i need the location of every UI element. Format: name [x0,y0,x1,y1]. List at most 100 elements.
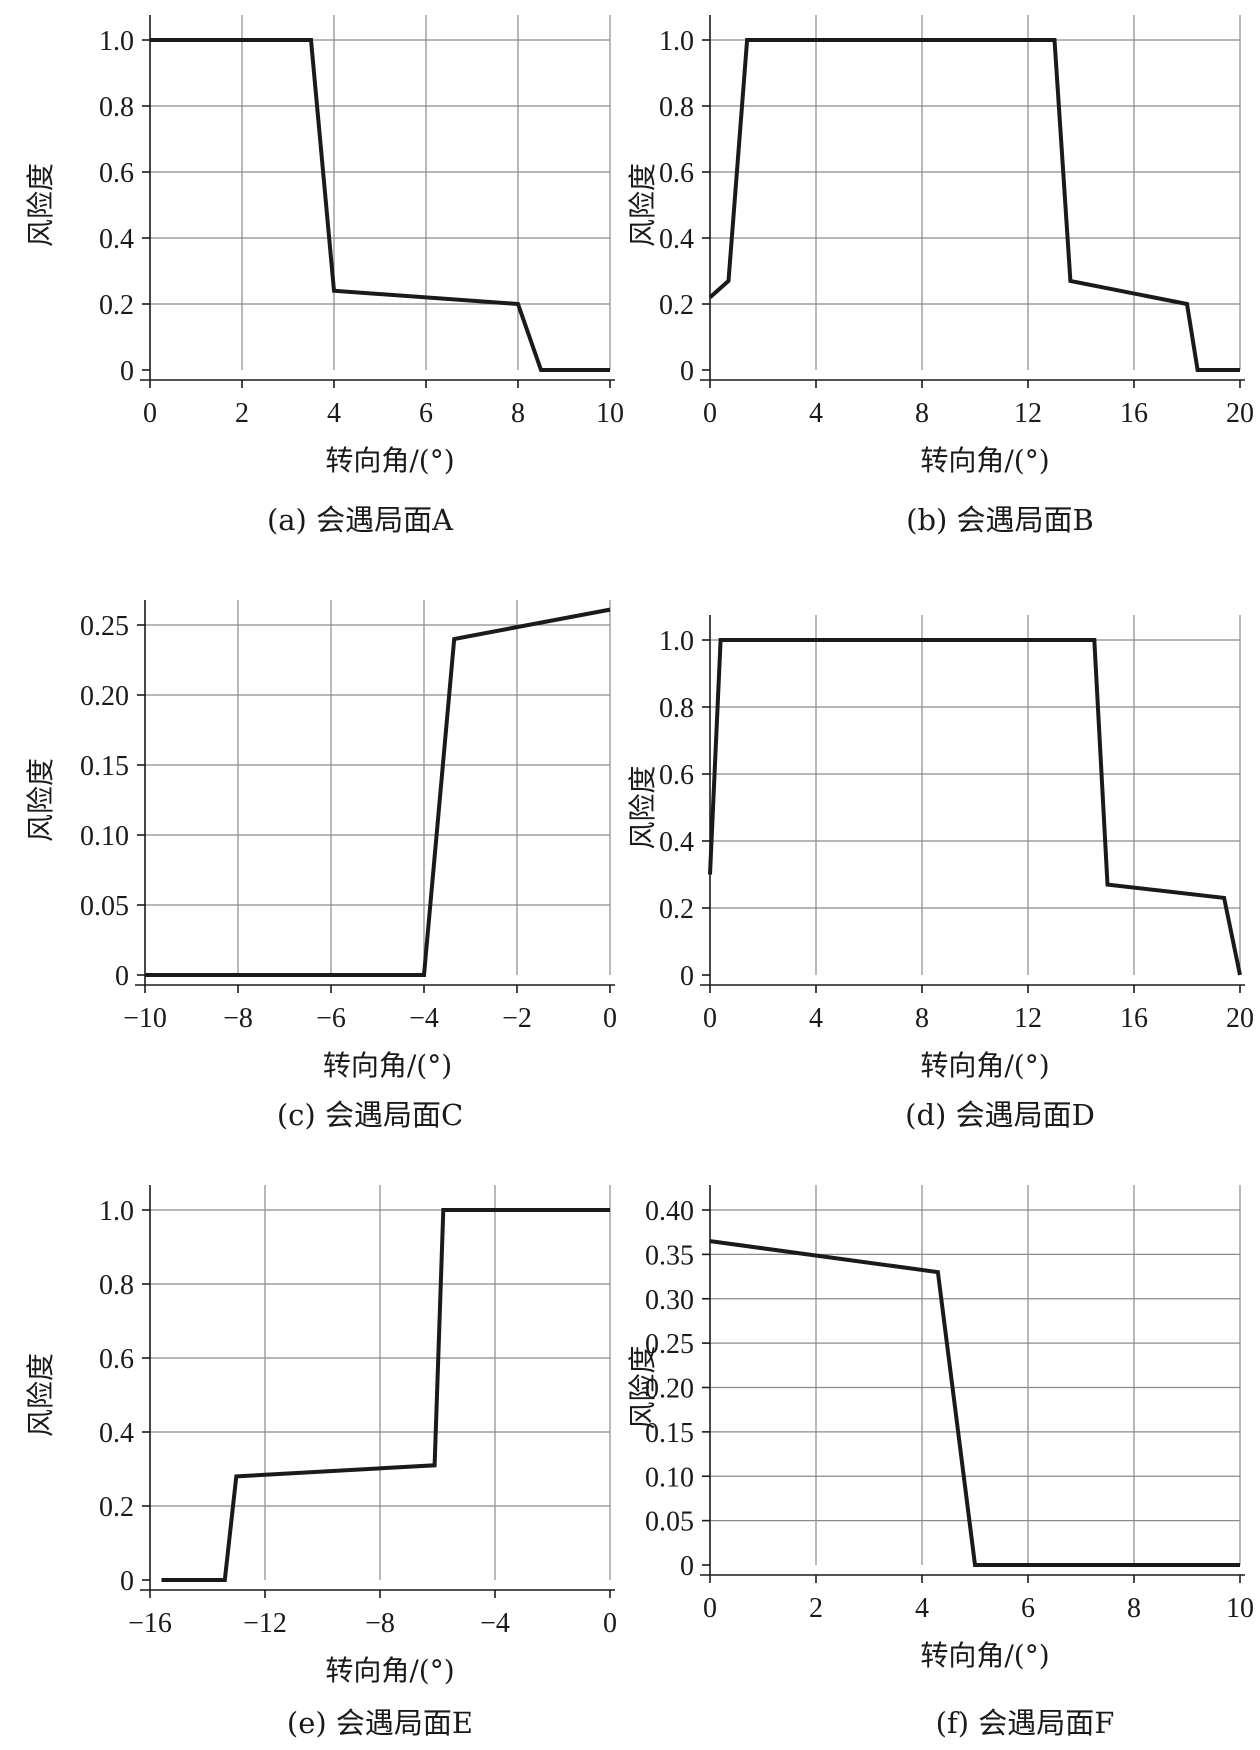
chart-e-xtick-label-3: −4 [480,1608,510,1639]
chart-b-series-line-0 [708,38,1240,372]
chart-f-ytick-label-4: 0.20 [645,1374,694,1405]
chart-a-xtick-label-0: 0 [143,398,157,429]
chart-b-caption: (b) 会遇局面B [906,503,1094,537]
chart-b-xtick-label-3: 12 [1014,398,1042,429]
chart-b-ytick-label-5: 1.0 [659,26,694,57]
chart-c-ytick-label-3: 0.15 [80,751,129,782]
chart-d-svg: (d) 会遇局面D 0 0.2 0.4 0.6 0.8 1.0 0 4 8 12 16 20 转向角/(… [626,615,1254,1132]
chart-a-xlabel: 转向角/(°) [325,444,454,477]
chart-f-ytick-label-0: 0 [680,1551,694,1582]
chart-d-xtick-label-0: 0 [703,1003,717,1034]
chart-a-ytick-label-0: 0 [120,356,134,387]
chart-a-ytick-label-1: 0.2 [99,290,134,321]
chart-c-xtick-label-5: 0 [603,1003,617,1034]
chart-c-ytick-label-5: 0.25 [80,611,129,642]
chart-d-xtick-label-3: 12 [1014,1003,1042,1034]
chart-f-xlabel: 转向角/(°) [920,1639,1049,1672]
chart-b-ytick-label-3: 0.6 [659,158,694,189]
chart-b-ylabel: 风险度 [626,163,659,247]
chart-d-ylabel: 风险度 [626,765,659,849]
chart-a-svg: (a) 会遇局面A 0 0.2 0.4 0.6 0.8 1.0 0 2 4 6 8 10 转向角/(°)… [24,15,624,537]
chart-f-ytick-label-2: 0.10 [645,1462,694,1493]
chart-f-xtick-label-2: 4 [915,1593,929,1624]
chart-e-ytick-label-0: 0 [120,1566,134,1597]
chart-c-xtick-label-1: −8 [223,1003,253,1034]
chart-e-xlabel: 转向角/(°) [325,1654,454,1687]
chart-b-xtick-label-5: 20 [1226,398,1254,429]
chart-c-ytick-label-2: 0.10 [80,821,129,852]
chart-d-ytick-label-5: 1.0 [659,626,694,657]
chart-panel-c: (c) 会遇局面C 0 0.05 0.10 0.15 0.20 0.25 −10 −8 −6 −4… [0,590,630,1150]
chart-e-xtick-label-0: −16 [128,1608,172,1639]
chart-e-xtick-label-2: −8 [365,1608,395,1639]
chart-panel-d: (d) 会遇局面D 0 0.2 0.4 0.6 0.8 1.0 0 4 8 12 16 20 转向角/(… [626,590,1260,1150]
chart-c-xtick-label-0: −10 [123,1003,167,1034]
chart-f-ytick-label-6: 0.30 [645,1285,694,1316]
chart-e-ytick-label-5: 1.0 [99,1196,134,1227]
chart-panel-a: (a) 会遇局面A 0 0.2 0.4 0.6 0.8 1.0 0 2 4 6 8 10 转向角/(°)… [0,0,630,560]
chart-d-xtick-label-5: 20 [1226,1003,1254,1034]
chart-f-ytick-label-1: 0.05 [645,1507,694,1538]
chart-c-caption: (c) 会遇局面C [277,1098,463,1132]
chart-panel-f: (f) 会遇局面F 0 0.05 0.10 0.15 0.20 0.25 0.30 0.35 0… [626,1185,1260,1750]
chart-e-xtick-label-1: −12 [243,1608,287,1639]
chart-c-svg: (c) 会遇局面C 0 0.05 0.10 0.15 0.20 0.25 −10 −8 −6 −4… [24,600,617,1132]
chart-d-series-line-0 [708,638,1242,976]
chart-a-caption: (a) 会遇局面A [267,503,454,537]
chart-a-xtick-label-4: 8 [511,398,525,429]
chart-f-ylabel: 风险度 [626,1345,659,1429]
chart-f-xtick-label-1: 2 [809,1593,823,1624]
chart-f-ytick-label-3: 0.15 [645,1418,694,1449]
chart-d-xtick-label-1: 4 [809,1003,823,1034]
chart-f-xtick-label-5: 10 [1226,1593,1254,1624]
chart-c-xlabel: 转向角/(°) [323,1049,452,1082]
chart-b-svg: (b) 会遇局面B 0 0.2 0.4 0.6 0.8 1.0 0 4 8 12 16 20 转向角/(… [626,15,1254,537]
chart-b-xtick-label-0: 0 [703,398,717,429]
chart-d-ytick-label-4: 0.8 [659,693,694,724]
chart-d-xtick-label-4: 16 [1120,1003,1148,1034]
chart-d-xtick-label-2: 8 [915,1003,929,1034]
chart-panel-e: (e) 会遇局面E 0 0.2 0.4 0.6 0.8 1.0 −16 −12 −8 −4 0 转向角… [0,1185,630,1750]
chart-d-ytick-label-3: 0.6 [659,760,694,791]
chart-a-series-line-0 [150,38,610,372]
chart-e-ylabel: 风险度 [24,1353,57,1437]
chart-b-ytick-label-4: 0.8 [659,92,694,123]
chart-f-ytick-label-8: 0.40 [645,1196,694,1227]
chart-d-ytick-label-1: 0.2 [659,894,694,925]
chart-b-xtick-label-2: 8 [915,398,929,429]
chart-d-caption: (d) 会遇局面D [905,1098,1095,1132]
chart-c-ytick-label-1: 0.05 [80,891,129,922]
chart-b-xtick-label-4: 16 [1120,398,1148,429]
chart-e-caption: (e) 会遇局面E [287,1706,473,1740]
chart-b-ytick-label-0: 0 [680,356,694,387]
chart-e-svg: (e) 会遇局面E 0 0.2 0.4 0.6 0.8 1.0 −16 −12 −8 −4 0 转向角… [24,1185,617,1740]
chart-c-ylabel: 风险度 [24,758,57,842]
chart-c-xtick-label-4: −2 [502,1003,532,1034]
chart-e-ytick-label-2: 0.4 [99,1418,134,1449]
chart-f-caption: (f) 会遇局面F [936,1706,1115,1740]
chart-d-ytick-label-2: 0.4 [659,827,694,858]
chart-e-ytick-label-1: 0.2 [99,1492,134,1523]
chart-e-ytick-label-4: 0.8 [99,1270,134,1301]
chart-c-xtick-label-2: −6 [316,1003,346,1034]
chart-f-ytick-label-5: 0.25 [645,1329,694,1360]
chart-a-xtick-label-3: 6 [419,398,433,429]
chart-c-xtick-label-3: −4 [409,1003,439,1034]
chart-a-ytick-label-2: 0.4 [99,224,134,255]
chart-f-xtick-label-0: 0 [703,1593,717,1624]
chart-a-xtick-label-2: 4 [327,398,341,429]
chart-d-ytick-label-0: 0 [680,961,694,992]
chart-f-xtick-label-4: 8 [1127,1593,1141,1624]
chart-d-xlabel: 转向角/(°) [920,1049,1049,1082]
chart-f-ytick-label-7: 0.35 [645,1240,694,1271]
chart-b-ytick-label-1: 0.2 [659,290,694,321]
chart-c-ytick-label-4: 0.20 [80,681,129,712]
chart-a-ytick-label-4: 0.8 [99,92,134,123]
chart-a-ytick-label-5: 1.0 [99,26,134,57]
chart-c-ytick-label-0: 0 [115,961,129,992]
chart-f-xtick-label-3: 6 [1021,1593,1035,1624]
chart-b-ytick-label-2: 0.4 [659,224,694,255]
chart-a-ytick-label-3: 0.6 [99,158,134,189]
chart-e-xtick-label-4: 0 [603,1608,617,1639]
